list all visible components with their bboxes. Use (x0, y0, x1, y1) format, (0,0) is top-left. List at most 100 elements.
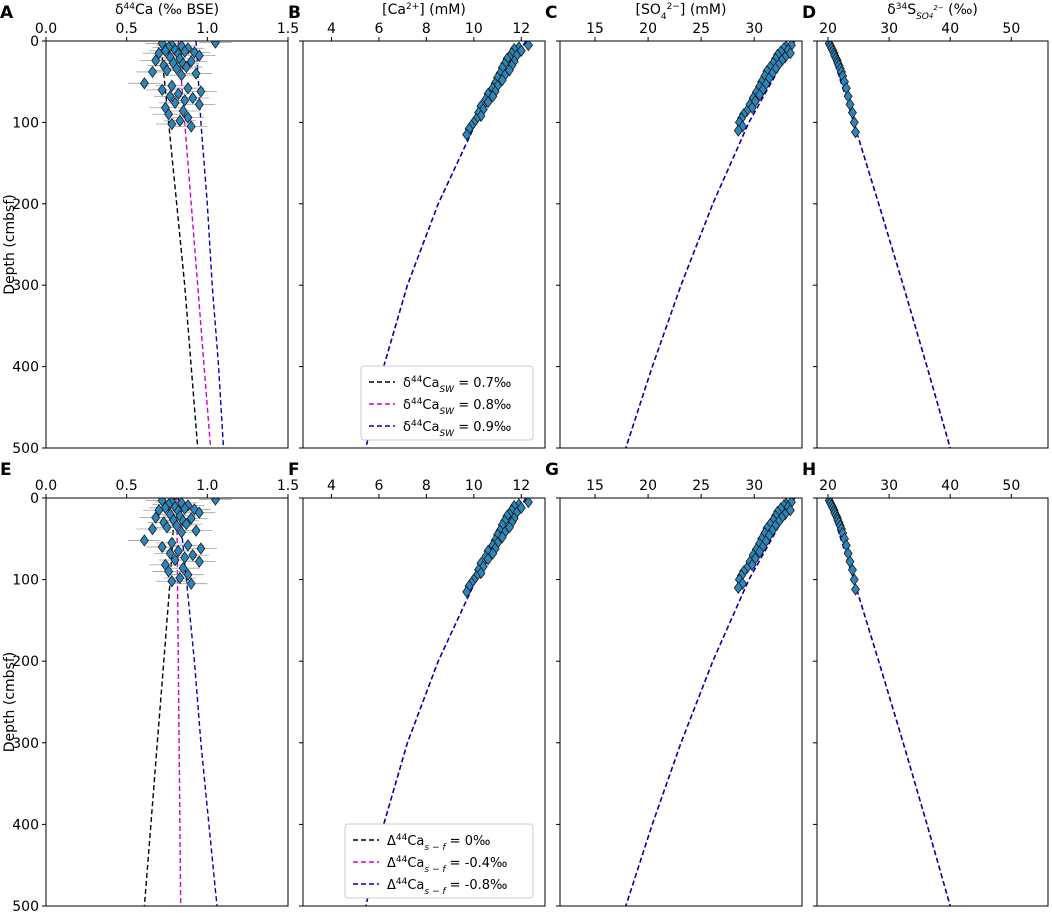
data-point (160, 501, 170, 514)
plot-area (128, 498, 232, 906)
panel-d: 20 30 40 50 δ34SSO42− (‰) D (802, 2, 1049, 449)
legend-label: δ44CaSW = 0.9‰ (403, 419, 511, 439)
y-tick-label: 400 (12, 817, 39, 833)
x-tick-label: 50 (1002, 478, 1020, 494)
plot-area (824, 498, 951, 906)
y-tick-label: 0 (30, 491, 39, 507)
data-point (157, 540, 167, 554)
axes-frame (559, 40, 803, 449)
data-point (147, 522, 157, 536)
x-tick-label: 4 (327, 21, 336, 37)
model-line-3 (625, 498, 796, 906)
data-point (165, 90, 175, 103)
y-tick-label: 100 (12, 573, 39, 589)
data-point (186, 120, 196, 133)
x-tick-label: 0.0 (35, 21, 57, 37)
panel-g: 15 20 25 30 G (545, 460, 803, 907)
data-point (738, 120, 748, 133)
x-tick-label: 20 (819, 21, 837, 37)
model-line-1 (625, 41, 796, 448)
panel-letter: H (802, 460, 816, 480)
data-point (170, 96, 180, 110)
y-tick-label: 300 (12, 736, 39, 752)
x-tick-label: 1.0 (196, 21, 218, 37)
data-point (196, 85, 206, 98)
data-point (154, 47, 164, 60)
data-point (733, 581, 743, 594)
data-point (173, 544, 183, 558)
data-point (151, 511, 161, 524)
y-tick-label: 200 (12, 197, 39, 213)
plot-area (824, 41, 951, 448)
axes-frame (816, 497, 1049, 907)
data-point (154, 504, 164, 517)
data-point (476, 109, 486, 123)
x-tick-label: 8 (422, 478, 431, 494)
data-point (196, 542, 206, 555)
axes-frame (45, 497, 289, 907)
data-point (497, 530, 507, 544)
data-point (178, 104, 188, 118)
x-tick-label: 12 (512, 478, 530, 494)
model-line-1 (625, 498, 796, 906)
data-point (181, 60, 191, 74)
data-point (181, 517, 191, 531)
x-tick-label: 1.5 (277, 21, 299, 37)
data-point (147, 65, 157, 79)
axes-frame (302, 40, 546, 449)
x-tick-label: 40 (941, 21, 959, 37)
x-tick-label: 15 (586, 21, 604, 37)
x-tick-label: 30 (745, 21, 763, 37)
legend: Δ44Cas − f = 0‰Δ44Cas − f = -0.4‰Δ44Cas … (344, 823, 534, 899)
data-point (164, 108, 174, 121)
data-point (189, 503, 199, 516)
y-tick-label: 100 (12, 115, 39, 131)
x-axis-label: δ44Ca (‰ BSE) (115, 2, 219, 18)
data-point (191, 67, 201, 80)
data-point (186, 512, 196, 525)
x-tick-label: 25 (692, 21, 710, 37)
data-point (139, 77, 149, 90)
panel-c: 15 20 25 30 [SO42−] (mM) C (545, 2, 803, 449)
x-tick-label: 50 (1002, 21, 1020, 37)
data-point (157, 83, 167, 97)
data-point (194, 555, 204, 568)
data-point (523, 498, 533, 509)
data-point (188, 91, 198, 105)
y-axis-label: Depth (cmbsf) (2, 652, 18, 752)
data-point (497, 73, 507, 87)
data-point (210, 498, 220, 506)
data-point (167, 536, 177, 550)
data-point (191, 524, 201, 537)
data-point (183, 539, 193, 552)
plot-area (625, 41, 796, 448)
data-point (189, 46, 199, 59)
x-tick-label: 30 (745, 478, 763, 494)
data-point (851, 125, 860, 139)
data-point (483, 553, 493, 566)
x-tick-label: 6 (374, 21, 383, 37)
y-tick-label: 500 (12, 899, 39, 913)
panel-letter: D (802, 3, 816, 23)
data-point (167, 117, 177, 131)
x-tick-label: 1.5 (277, 478, 299, 494)
panel-letter: F (288, 460, 300, 480)
data-point (755, 545, 765, 559)
panel-letter: B (288, 3, 301, 23)
panel-letter: G (545, 460, 559, 480)
data-point (183, 82, 193, 95)
data-point (175, 571, 185, 585)
model-line-2 (827, 41, 951, 448)
data-point (180, 551, 190, 564)
data-point (139, 534, 149, 547)
x-tick-label: 20 (639, 478, 657, 494)
x-tick-label: 4 (327, 478, 336, 494)
axes-frame (559, 497, 803, 907)
panel-a: 0.0 0.5 1.0 1.5 0 100 200 300 400 500 δ44Ca (‰ BSE… (0, 2, 299, 457)
x-tick-label: 10 (465, 478, 483, 494)
data-point (162, 521, 172, 534)
data-point (180, 94, 190, 107)
legend-label: Δ44Cas − f = 0‰ (387, 833, 490, 853)
panel-e: 0.0 0.5 1.0 1.5 0 100 200 300 400 500 Depth (cmbsf… (0, 460, 299, 913)
